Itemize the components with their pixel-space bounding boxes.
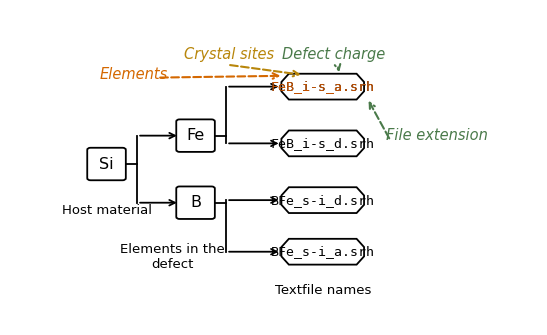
Polygon shape xyxy=(281,74,364,99)
Text: BFe_s-i_a.srh: BFe_s-i_a.srh xyxy=(271,245,375,258)
Text: FeB_i-s_a.srh: FeB_i-s_a.srh xyxy=(271,80,375,93)
Text: Defect charge: Defect charge xyxy=(282,47,385,62)
Text: FeB_i-s_d.srh: FeB_i-s_d.srh xyxy=(271,137,375,150)
Text: BFe_s-i_d.srh: BFe_s-i_d.srh xyxy=(271,194,375,207)
Text: B: B xyxy=(190,195,201,210)
Text: Crystal sites: Crystal sites xyxy=(184,47,275,62)
Text: Fe: Fe xyxy=(187,128,205,143)
Text: Textfile names: Textfile names xyxy=(275,284,371,297)
Polygon shape xyxy=(281,239,364,265)
Text: File extension: File extension xyxy=(386,128,488,143)
Text: Host material: Host material xyxy=(61,204,152,217)
Text: Elements: Elements xyxy=(100,67,168,82)
Text: FeB_i-s_a.srh: FeB_i-s_a.srh xyxy=(271,80,375,93)
Polygon shape xyxy=(281,187,364,213)
FancyBboxPatch shape xyxy=(176,187,215,219)
Text: Elements in the
defect: Elements in the defect xyxy=(120,243,225,271)
Text: Si: Si xyxy=(99,156,114,172)
FancyBboxPatch shape xyxy=(176,119,215,152)
FancyBboxPatch shape xyxy=(87,148,126,180)
Polygon shape xyxy=(281,130,364,156)
